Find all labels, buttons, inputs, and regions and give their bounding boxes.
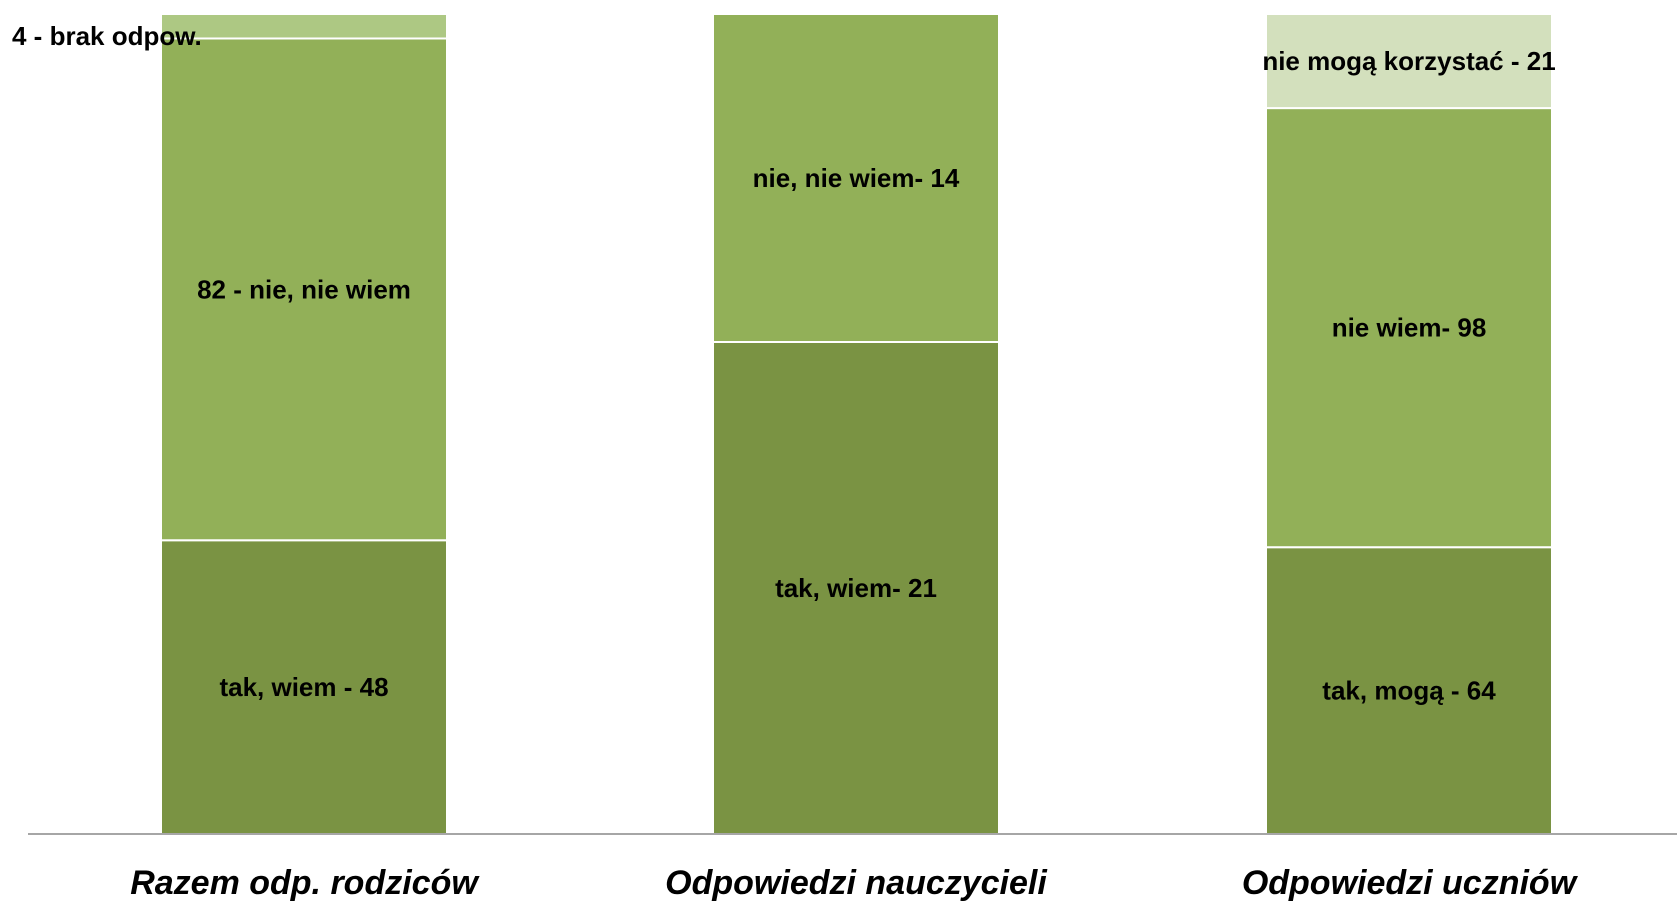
bar-segment-1-1: [160, 539, 448, 836]
bar-segment-1-2: [160, 37, 448, 542]
segment-label-1-1: tak, wiem - 48: [219, 672, 388, 702]
bars-group: [160, 13, 1553, 836]
segment-label-3-1: tak, mogą - 64: [1322, 676, 1496, 706]
segment-label-3-3: nie mogą korzystać - 21: [1262, 46, 1555, 76]
segment-label-2-1: tak, wiem- 21: [775, 573, 937, 603]
segment-label-2-2: nie, nie wiem- 14: [753, 163, 960, 193]
segment-label-1-3: 4 - brak odpow.: [12, 21, 202, 51]
bar-segment-2-2: [712, 13, 1000, 343]
bar-segment-3-3: [1265, 13, 1553, 110]
labels-group: tak, wiem - 48 82 - nie, nie wiem 4 - brak…: [12, 21, 1579, 901]
segment-label-1-2: 82 - nie, nie wiem: [197, 274, 411, 304]
segment-label-3-2: nie wiem- 98: [1332, 313, 1487, 343]
category-label-razem-odp-rodzicow: Razem odp. rodziców: [130, 864, 480, 901]
bar-segment-3-1: [1265, 546, 1553, 836]
bar-segment-1-3: [160, 13, 448, 40]
category-label-odpowiedzi-nauczycieli: Odpowiedzi nauczycieli: [665, 864, 1048, 901]
bar-segment-3-2: [1265, 107, 1553, 549]
category-label-odpowiedzi-uczniow: Odpowiedzi uczniów: [1242, 864, 1579, 901]
